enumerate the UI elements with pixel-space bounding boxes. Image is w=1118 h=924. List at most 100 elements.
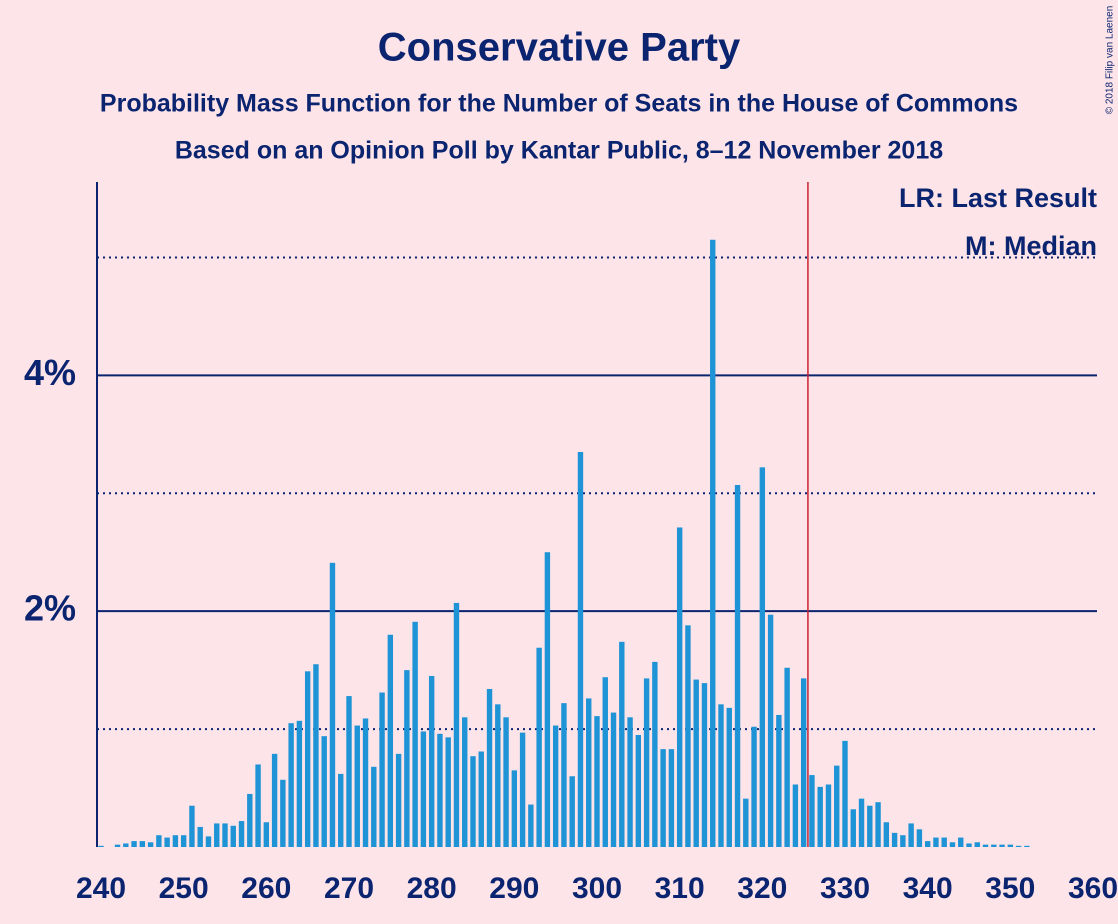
bar xyxy=(966,843,972,847)
bar xyxy=(875,802,881,847)
bar xyxy=(908,823,914,847)
bar xyxy=(412,621,418,847)
x-tick-label: 240 xyxy=(76,872,126,905)
bar xyxy=(511,770,518,847)
bar xyxy=(850,809,856,847)
bar xyxy=(404,670,410,847)
bar xyxy=(751,726,757,847)
bar xyxy=(544,552,551,847)
bar xyxy=(189,805,195,847)
x-tick-label: 300 xyxy=(572,872,622,905)
bar xyxy=(776,714,782,847)
bar xyxy=(949,842,956,847)
bar xyxy=(495,704,501,847)
bar xyxy=(437,733,443,847)
bar xyxy=(825,784,832,847)
bar xyxy=(462,717,468,847)
bar xyxy=(594,716,600,847)
bar xyxy=(577,452,584,847)
bar xyxy=(379,692,385,847)
y-tick-label: 4% xyxy=(24,352,76,393)
bar xyxy=(668,749,675,847)
x-tick-label: 280 xyxy=(407,872,457,905)
bar xyxy=(222,823,228,847)
bar xyxy=(858,798,865,847)
x-tick-label: 270 xyxy=(324,872,374,905)
bar xyxy=(263,822,270,847)
x-tick-label: 350 xyxy=(985,872,1035,905)
bar xyxy=(883,822,890,847)
bar xyxy=(610,712,617,847)
bar xyxy=(710,239,716,847)
bar xyxy=(991,844,997,847)
bar xyxy=(445,737,451,847)
bar xyxy=(271,753,278,847)
bar xyxy=(792,784,799,847)
bar xyxy=(147,842,154,847)
bar xyxy=(693,679,699,847)
bar xyxy=(916,829,923,847)
x-tick-label: 330 xyxy=(820,872,870,905)
bar xyxy=(643,678,650,847)
bar xyxy=(891,832,898,847)
bar xyxy=(660,749,666,847)
bar xyxy=(503,717,509,847)
x-tick-label: 310 xyxy=(655,872,705,905)
bar xyxy=(420,731,427,847)
subtitle: Probability Mass Function for the Number… xyxy=(100,90,1018,118)
bar xyxy=(718,704,724,847)
bar xyxy=(924,841,931,847)
bar xyxy=(329,562,336,847)
bar xyxy=(470,756,476,847)
y-tick-label: 2% xyxy=(24,588,76,629)
bar xyxy=(180,835,187,847)
bar xyxy=(1007,844,1014,847)
bar xyxy=(321,736,327,847)
bar xyxy=(536,647,542,847)
bar xyxy=(685,625,691,847)
bar xyxy=(552,725,559,847)
bar xyxy=(519,732,526,847)
bar xyxy=(280,779,286,847)
x-tick-label: 290 xyxy=(489,872,539,905)
bar xyxy=(296,720,303,847)
bar xyxy=(428,676,435,847)
x-tick-label: 250 xyxy=(159,872,209,905)
copyright: © 2018 Filip van Laenen xyxy=(1105,6,1116,115)
bar xyxy=(354,725,360,847)
bar xyxy=(701,683,708,847)
bar xyxy=(172,835,179,847)
x-tick-label: 360 xyxy=(1068,872,1118,905)
bar xyxy=(627,717,633,847)
bar xyxy=(759,467,766,847)
bar xyxy=(834,765,840,847)
bar xyxy=(635,734,642,847)
bar xyxy=(726,707,732,847)
bar xyxy=(486,689,493,847)
x-tick-label: 260 xyxy=(241,872,291,905)
bar xyxy=(123,843,129,847)
bar xyxy=(734,485,741,847)
bar xyxy=(288,723,294,847)
bar xyxy=(958,837,964,847)
bar xyxy=(569,776,575,847)
bar xyxy=(156,835,162,847)
bar xyxy=(528,804,534,847)
bar xyxy=(304,671,311,847)
bar xyxy=(387,634,394,847)
bar xyxy=(131,841,137,847)
x-tick-label: 320 xyxy=(737,872,787,905)
bar xyxy=(974,842,980,847)
bar xyxy=(362,718,369,847)
bar xyxy=(602,677,608,847)
bar xyxy=(214,823,220,847)
bar xyxy=(767,614,774,847)
subtitle: Based on an Opinion Poll by Kantar Publi… xyxy=(175,137,943,165)
bar xyxy=(999,844,1005,847)
bar xyxy=(139,841,146,847)
bar xyxy=(453,602,460,847)
bar xyxy=(247,793,253,847)
bar xyxy=(371,766,377,847)
bar xyxy=(619,641,625,847)
